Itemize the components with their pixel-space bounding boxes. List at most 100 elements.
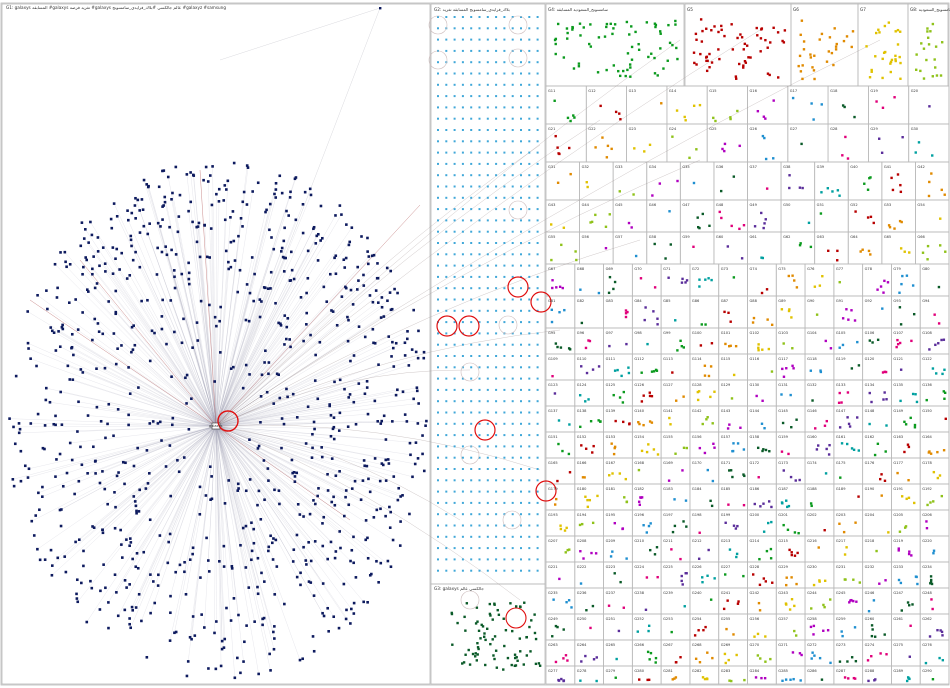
cell-label: G115: [721, 357, 731, 361]
node: [833, 27, 836, 30]
node: [875, 31, 878, 35]
node: [417, 329, 420, 333]
node: [582, 26, 585, 29]
node: [461, 117, 464, 120]
node: [696, 216, 699, 219]
node: [375, 276, 379, 280]
edge: [121, 253, 217, 427]
node: [489, 614, 492, 617]
edge: [215, 315, 285, 427]
node: [588, 339, 592, 343]
edge: [215, 425, 238, 491]
node: [351, 303, 355, 306]
node: [579, 288, 582, 291]
node: [562, 628, 565, 631]
node: [528, 490, 531, 493]
node: [265, 208, 268, 212]
panel-top-3: [790, 3, 859, 87]
node: [98, 608, 102, 611]
node: [608, 213, 611, 216]
node: [283, 343, 286, 346]
node: [478, 558, 481, 561]
node: [453, 501, 456, 504]
node: [453, 242, 456, 244]
node: [520, 264, 522, 267]
node: [795, 582, 798, 586]
edge: [30, 358, 217, 427]
node: [618, 396, 622, 399]
node: [316, 232, 320, 236]
cell-label: G168: [634, 461, 644, 465]
node: [135, 551, 139, 555]
node: [866, 216, 870, 219]
node: [223, 637, 227, 641]
node: [790, 598, 794, 601]
node: [503, 208, 506, 211]
panel-top-1: [545, 3, 685, 87]
node: [520, 479, 522, 482]
edge: [95, 425, 217, 462]
node: [554, 37, 558, 41]
node: [223, 218, 227, 222]
node: [46, 307, 49, 311]
edge-cross: [215, 424, 541, 471]
node: [811, 651, 814, 654]
node: [486, 400, 489, 403]
node: [931, 22, 935, 26]
node: [571, 28, 574, 31]
node: [209, 227, 213, 230]
node: [486, 569, 489, 572]
node: [520, 72, 522, 75]
node: [503, 287, 506, 290]
node: [511, 547, 514, 550]
node: [244, 566, 248, 569]
node: [445, 61, 448, 64]
node: [790, 551, 793, 554]
node: [464, 653, 467, 656]
node: [764, 660, 767, 663]
node: [331, 310, 335, 313]
node: [785, 499, 788, 502]
node: [148, 422, 152, 425]
node: [138, 209, 141, 212]
node: [520, 117, 522, 120]
node: [838, 391, 841, 395]
node: [401, 494, 404, 497]
node: [453, 49, 456, 52]
edge-cross: [215, 159, 701, 427]
node: [185, 402, 188, 405]
node: [848, 601, 851, 604]
node: [699, 52, 702, 56]
node: [629, 75, 632, 78]
edge: [90, 221, 217, 427]
panel-main: [1, 3, 431, 685]
node: [299, 583, 302, 587]
node: [145, 655, 149, 659]
node: [445, 569, 448, 572]
node: [486, 558, 489, 561]
node: [647, 55, 650, 59]
edge: [130, 393, 217, 427]
node: [337, 429, 341, 432]
node: [486, 242, 489, 244]
node: [343, 514, 346, 518]
node: [562, 226, 566, 229]
node: [132, 495, 136, 498]
node: [772, 157, 775, 160]
node: [536, 185, 539, 188]
node: [764, 157, 768, 161]
cell-label: G55: [548, 235, 555, 239]
node: [818, 579, 821, 582]
node: [344, 285, 347, 289]
node: [478, 388, 481, 391]
node: [503, 569, 506, 572]
node: [461, 162, 464, 165]
edge: [215, 257, 286, 427]
cell-label: G169: [663, 461, 673, 465]
node: [724, 342, 727, 346]
edge: [181, 274, 217, 427]
node: [453, 151, 456, 154]
node: [903, 250, 906, 253]
node: [579, 34, 582, 37]
node: [493, 635, 497, 638]
